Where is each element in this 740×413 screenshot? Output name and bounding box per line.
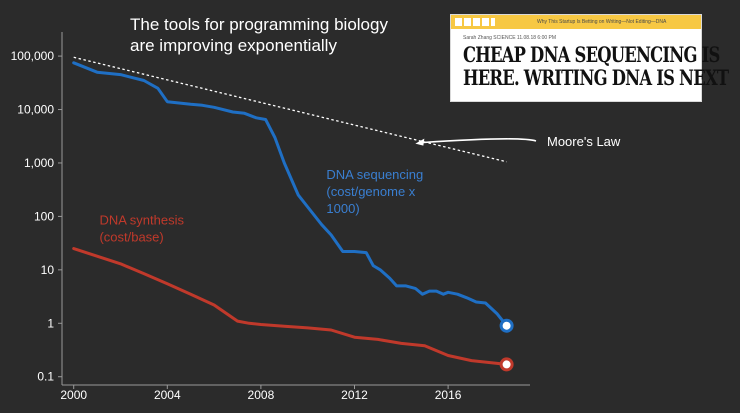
moores-law-arrowhead-icon <box>415 138 425 146</box>
moores-law-line <box>73 56 507 163</box>
sequencing-label-line-2: (cost/genome x <box>326 184 415 199</box>
y-tick-label: 10 <box>41 263 55 277</box>
title-line-2: are improving exponentially <box>130 36 337 55</box>
x-tick-label: 2012 <box>341 388 368 402</box>
y-tick-label: 0.1 <box>37 370 54 384</box>
article-top-bar: Why This Startup Is Betting on Writing—N… <box>451 15 701 29</box>
x-tick-label: 2016 <box>435 388 462 402</box>
article-top-bar-text: Why This Startup Is Betting on Writing—N… <box>537 19 667 25</box>
title-line-1: The tools for programming biology <box>130 15 388 34</box>
axes: 0.1 1 10 100 1,000 10,000 100,000 2000 2004 2008 2… <box>11 32 530 402</box>
y-tick-label: 1,000 <box>24 156 54 170</box>
article-thumbnail: Why This Startup Is Betting on Writing—N… <box>450 14 729 102</box>
x-tick-label: 2008 <box>248 388 275 402</box>
sequencing-label-line-3: 1000) <box>326 201 359 216</box>
labels-layer: DNA sequencing (cost/genome x 1000) DNA syn… <box>99 134 620 245</box>
y-tick-label: 1 <box>47 316 54 330</box>
article-byline: Sarah Zhang SCIENCE 11.08.18 6:00 PM <box>463 35 557 41</box>
synthesis-label-line-2: (cost/base) <box>99 230 163 245</box>
sequencing-line <box>72 61 509 328</box>
x-tick-label: 2004 <box>154 388 181 402</box>
synthesis-line <box>72 247 509 366</box>
series-layer <box>72 56 514 372</box>
x-tick-label: 2000 <box>60 388 87 402</box>
y-tick-label: 100 <box>34 209 54 223</box>
sequencing-label-line-1: DNA sequencing <box>326 167 423 182</box>
synthesis-end-point <box>499 357 514 372</box>
y-tick-label: 100,000 <box>11 49 55 63</box>
moores-law-arrow <box>421 138 537 144</box>
y-tick-label: 10,000 <box>17 103 54 117</box>
synthesis-label-line-1: DNA synthesis <box>99 213 184 228</box>
moores-law-label: Moore's Law <box>547 134 621 149</box>
sequencing-end-point <box>499 318 514 333</box>
chart-title: The tools for programming biology are im… <box>130 14 388 56</box>
wired-logo-icon <box>455 18 495 26</box>
